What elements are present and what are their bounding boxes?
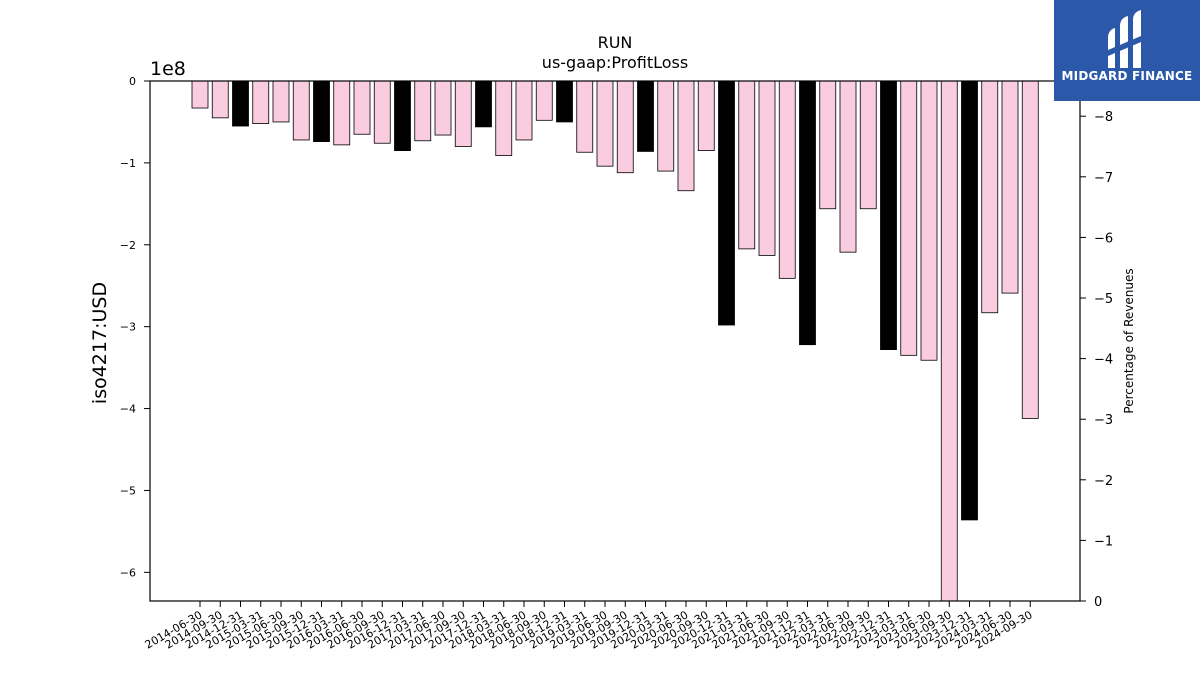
chart-title: RUN <box>598 33 633 52</box>
bar-2024-03-31 <box>981 80 999 314</box>
y-tick-label: −2 <box>120 239 136 252</box>
bar-2014-06-30 <box>191 80 209 109</box>
bar-2015-03-31 <box>252 80 270 124</box>
bar-2016-12-31 <box>394 80 411 152</box>
bar-2017-09-30 <box>454 80 472 147</box>
y2-tick-label: −6 <box>1094 231 1113 246</box>
y-tick-label: −4 <box>120 403 136 416</box>
y2-axis-label: Percentage of Revenues <box>1122 268 1136 413</box>
bar-2020-12-31 <box>718 80 735 326</box>
x-axis-ticks: 2014-06-302014-09-302014-12-312015-03-31… <box>143 601 1035 652</box>
bar-2021-09-30 <box>778 80 796 279</box>
bar-2023-12-31 <box>961 80 978 521</box>
bar-2017-06-30 <box>434 80 452 136</box>
bar-2022-06-30 <box>839 80 857 253</box>
bar-2017-12-31 <box>475 80 492 128</box>
bar-2017-03-31 <box>414 80 432 142</box>
bar-2019-06-30 <box>596 80 614 167</box>
bar-2016-03-31 <box>333 80 351 146</box>
bar-2022-12-31 <box>880 80 897 350</box>
y-tick-label: −3 <box>120 321 136 334</box>
brand-logo: MIDGARD FINANCE <box>1054 0 1200 101</box>
bar-2020-09-30 <box>697 80 715 152</box>
y-tick-label: −1 <box>120 157 136 170</box>
midgard-logo-icon <box>1108 10 1141 68</box>
y-tick-label: −6 <box>120 566 136 579</box>
y-scale-label: 1e8 <box>150 58 186 80</box>
bar-2019-09-30 <box>616 80 634 174</box>
bar-2021-03-31 <box>738 80 756 250</box>
brand-logo-text: MIDGARD FINANCE <box>1061 69 1193 83</box>
bar-2015-06-30 <box>272 80 290 123</box>
bar-2022-03-31 <box>819 80 837 210</box>
y-tick-label: 0 <box>129 75 136 88</box>
bar-2020-03-31 <box>657 80 675 172</box>
bar-2015-09-30 <box>292 80 310 141</box>
y2-tick-label: −4 <box>1094 353 1113 368</box>
y2-tick-label: −7 <box>1094 171 1113 186</box>
bar-2018-03-31 <box>495 80 513 156</box>
y-axis-label: iso4217:USD <box>89 282 111 404</box>
bar-2023-06-30 <box>920 80 938 361</box>
y2-tick-label: −3 <box>1094 413 1113 428</box>
bar-2018-06-30 <box>515 80 533 141</box>
bar-2021-12-31 <box>799 80 816 346</box>
bar-2020-06-30 <box>677 80 695 192</box>
bar-2023-09-30 <box>940 80 958 602</box>
y2-tick-label: −1 <box>1094 534 1113 549</box>
bar-2019-12-31 <box>637 80 654 152</box>
bar-2023-03-31 <box>900 80 918 356</box>
y2-tick-label: 0 <box>1094 595 1102 610</box>
chart-subtitle: us-gaap:ProfitLoss <box>542 53 688 72</box>
bar-2016-06-30 <box>353 80 371 135</box>
plot-frame <box>149 80 1081 602</box>
bar-2018-09-30 <box>535 80 553 121</box>
bar-2014-12-31 <box>232 80 249 127</box>
bar-2014-09-30 <box>211 80 229 119</box>
y-axis-ticks: 0 −1 −2 −3 −4 −5 −6 <box>120 75 150 579</box>
bar-2016-09-30 <box>373 80 391 144</box>
bars-group <box>191 80 1039 602</box>
y2-tick-label: −2 <box>1094 474 1113 489</box>
bar-2018-12-31 <box>556 80 573 123</box>
bar-2021-06-30 <box>758 80 776 256</box>
y2-tick-label: −5 <box>1094 292 1113 307</box>
y2-axis-ticks: 0 −1 −2 −3 −4 −5 −6 −7 −8 <box>1080 110 1113 610</box>
bar-2015-12-31 <box>313 80 330 142</box>
bar-2022-09-30 <box>859 80 877 210</box>
bar-2024-09-30 <box>1021 80 1039 419</box>
y2-tick-label: −8 <box>1094 110 1113 125</box>
bar-2019-03-31 <box>576 80 594 153</box>
bar-2024-06-30 <box>1001 80 1019 294</box>
y-tick-label: −5 <box>120 484 136 497</box>
